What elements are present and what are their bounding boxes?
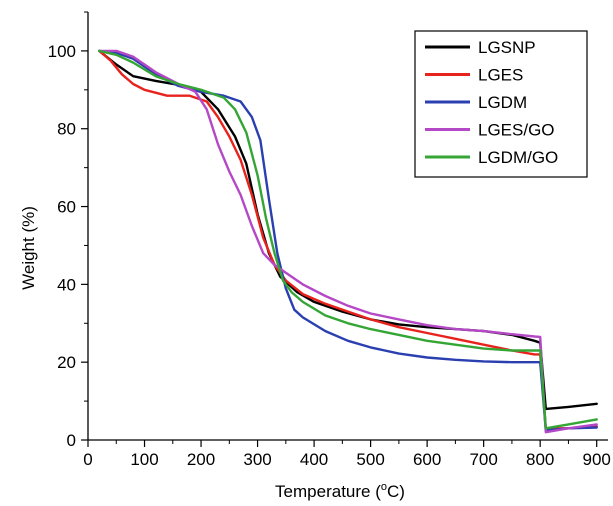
y-tick-label: 60 xyxy=(57,198,76,217)
series-line-lgdm-go xyxy=(98,49,598,430)
x-tick-label: 600 xyxy=(413,450,441,469)
x-tick-label: 700 xyxy=(469,450,497,469)
y-axis-title: Weight (%) xyxy=(19,206,38,290)
y-tick-label: 80 xyxy=(57,120,76,139)
legend-label-lgsnp: LGSNP xyxy=(478,38,536,57)
series-line-lges-go xyxy=(98,49,598,434)
x-tick-label: 0 xyxy=(83,450,92,469)
x-axis-title: Temperature (oC) xyxy=(275,481,405,501)
x-tick-label: 500 xyxy=(356,450,384,469)
y-tick-label: 40 xyxy=(57,275,76,294)
x-axis-title-degree: o xyxy=(381,481,387,493)
series-group xyxy=(98,49,598,434)
axes: 0 100 200 300 400 500 600 700 800 900 0 20 40 60 80 100 xyxy=(48,11,611,469)
legend-label-lgdm-go: LGDM/GO xyxy=(478,148,558,167)
legend: LGSNP LGES LGDM LGES/GO LGDM/GO xyxy=(414,30,588,178)
y-tick-label: 20 xyxy=(57,353,76,372)
x-tick-label: 100 xyxy=(130,450,158,469)
legend-label-lges: LGES xyxy=(478,66,523,85)
x-tick-label: 800 xyxy=(526,450,554,469)
x-axis-title-unit: C) xyxy=(387,482,405,501)
legend-box xyxy=(414,30,588,178)
x-tick-label: 400 xyxy=(300,450,328,469)
x-tick-label: 900 xyxy=(583,450,611,469)
legend-label-lgdm: LGDM xyxy=(478,93,527,112)
y-tick-label: 0 xyxy=(67,431,76,450)
legend-label-lges-go: LGES/GO xyxy=(478,121,555,140)
x-tick-label: 300 xyxy=(243,450,271,469)
series-line-lges xyxy=(98,49,598,430)
x-tick-label: 200 xyxy=(187,450,215,469)
x-axis-title-main: Temperature ( xyxy=(275,482,381,501)
y-tick-label: 100 xyxy=(48,42,76,61)
